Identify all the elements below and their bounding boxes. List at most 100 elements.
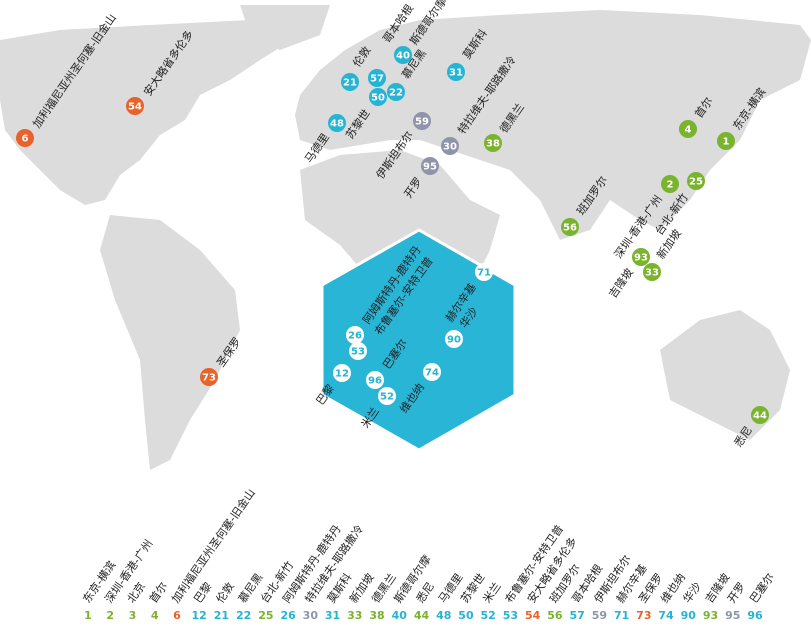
marker-number: 21 <box>343 78 357 89</box>
marker-dot <box>369 88 387 106</box>
marker-number: 50 <box>371 93 385 104</box>
marker-dot <box>643 263 661 281</box>
marker-dot <box>484 134 502 152</box>
marker-dot <box>394 46 412 64</box>
marker-dot <box>475 263 493 281</box>
marker-number: 12 <box>335 369 349 380</box>
marker-number: 57 <box>370 74 384 85</box>
marker-dot <box>413 112 431 130</box>
marker-number: 30 <box>443 142 457 153</box>
marker-number: 6 <box>22 134 29 145</box>
legend-number: 48 <box>436 609 451 622</box>
north-america <box>0 20 300 205</box>
legend-number: 57 <box>569 609 584 622</box>
greenland <box>240 5 330 50</box>
australia <box>660 310 790 440</box>
legend-name: 首尔 <box>146 579 170 605</box>
legend-number: 74 <box>658 609 674 622</box>
marker-dot <box>717 132 735 150</box>
legend-number: 38 <box>369 609 384 622</box>
south-america <box>100 215 240 470</box>
marker-dot <box>349 342 367 360</box>
marker-number: 40 <box>396 51 410 62</box>
legend-number: 59 <box>592 609 607 622</box>
marker-dot <box>341 73 359 91</box>
marker-dot <box>447 63 465 81</box>
marker-dot <box>445 330 463 348</box>
legend: 1东京-横滨2深圳-香港-广州3北京4首尔6加利福尼亚州圣何塞-旧金山12巴黎2… <box>79 486 776 622</box>
marker-number: 38 <box>486 139 500 150</box>
marker-number: 59 <box>415 117 429 128</box>
marker-number: 96 <box>368 376 382 387</box>
marker-number: 53 <box>351 347 365 358</box>
europe-hexagon <box>320 228 517 452</box>
marker-dot <box>387 83 405 101</box>
legend-number: 4 <box>151 609 159 622</box>
marker-dot <box>366 371 384 389</box>
legend-number: 56 <box>547 609 563 622</box>
legend-number: 44 <box>414 609 430 622</box>
marker-dot <box>333 364 351 382</box>
marker-number: 25 <box>689 177 703 188</box>
marker-dot <box>561 218 579 236</box>
marker-number: 56 <box>563 223 577 234</box>
marker-dot <box>632 248 650 266</box>
legend-number: 93 <box>703 609 718 622</box>
marker-number: 31 <box>449 68 463 79</box>
legend-number: 6 <box>173 609 181 622</box>
legend-name: 伦敦 <box>213 579 237 605</box>
marker-dot <box>126 97 144 115</box>
marker-number: 54 <box>128 102 142 113</box>
legend-number: 22 <box>236 609 251 622</box>
marker-dot <box>441 137 459 155</box>
legend-number: 30 <box>303 609 319 622</box>
legend-number: 71 <box>614 609 629 622</box>
legend-number: 53 <box>503 609 518 622</box>
legend-number: 26 <box>280 609 296 622</box>
marker-dot <box>423 363 441 381</box>
marker-number: 44 <box>753 411 767 422</box>
marker-number: 4 <box>685 125 692 136</box>
marker-dot <box>679 120 697 138</box>
marker-dot <box>378 387 396 405</box>
marker-number: 52 <box>380 392 394 403</box>
marker-number: 95 <box>423 162 437 173</box>
legend-number: 21 <box>214 609 229 622</box>
legend-number: 3 <box>129 609 137 622</box>
marker-dot <box>16 129 34 147</box>
marker-number: 33 <box>645 268 659 279</box>
legend-number: 95 <box>725 609 740 622</box>
legend-number: 52 <box>481 609 496 622</box>
legend-number: 12 <box>192 609 207 622</box>
marker-number: 2 <box>667 180 674 191</box>
eurasia <box>295 10 811 240</box>
marker-number: 1 <box>723 137 730 148</box>
marker-dot <box>368 69 386 87</box>
legend-number: 1 <box>84 609 92 622</box>
marker-dot <box>751 406 769 424</box>
legend-number: 31 <box>325 609 340 622</box>
marker-dot <box>421 157 439 175</box>
marker-dot <box>200 368 218 386</box>
marker-number: 93 <box>634 253 648 264</box>
legend-number: 25 <box>258 609 273 622</box>
marker-dot <box>687 172 705 190</box>
marker-dot <box>661 175 679 193</box>
marker-number: 74 <box>425 368 439 379</box>
legend-number: 90 <box>681 609 697 622</box>
legend-number: 73 <box>636 609 651 622</box>
legend-number: 54 <box>525 609 541 622</box>
marker-number: 48 <box>330 119 344 130</box>
marker-number: 73 <box>202 373 216 384</box>
marker-label: 吉隆坡 <box>606 265 636 300</box>
marker-number: 26 <box>348 331 362 342</box>
marker-number: 71 <box>477 268 491 279</box>
legend-name: 巴塞尔 <box>746 570 776 605</box>
legend-number: 33 <box>347 609 362 622</box>
legend-number: 96 <box>747 609 763 622</box>
marker-number: 22 <box>389 88 403 99</box>
marker-dot <box>328 114 346 132</box>
marker-number: 90 <box>447 335 461 346</box>
legend-number: 50 <box>458 609 474 622</box>
